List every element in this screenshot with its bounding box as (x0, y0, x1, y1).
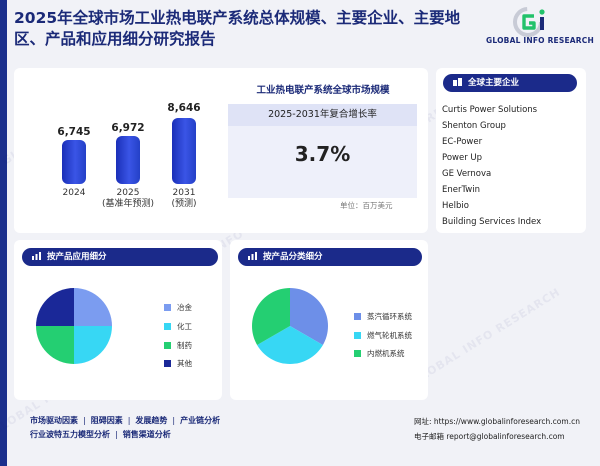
company-item: Building Services Index (442, 217, 542, 227)
legend-label: 化工 (177, 322, 192, 331)
legend-swatch (164, 342, 171, 349)
footer-link[interactable]: 产业链分析 (180, 416, 221, 425)
company-logo: GLOBAL INFO RESEARCH (484, 6, 596, 50)
company-item: Curtis Power Solutions (442, 105, 538, 115)
website-label: 网址 (414, 417, 429, 426)
company-item: Shenton Group (442, 121, 506, 131)
pie-slice-ice (252, 288, 290, 345)
website-link[interactable]: https://www.globalinforesearch.com.cn (433, 417, 580, 426)
product-pie-chart (252, 288, 328, 364)
chart-icon (248, 249, 257, 260)
legend-swatch (164, 323, 171, 330)
website-line: 网址: https://www.globalinforesearch.com.c… (414, 417, 580, 426)
footer-link[interactable]: 行业波特五力模型分析 (30, 430, 110, 439)
legend-swatch (164, 360, 171, 367)
company-item: EnerTwin (442, 185, 480, 195)
cagr-box: 2025-2031年复合增长率 3.7% (228, 104, 417, 198)
pie-slice-gas-turbine (257, 326, 323, 364)
company-item: EC-Power (442, 137, 483, 147)
legend-label: 制药 (177, 341, 192, 350)
pie-slice-pharma (36, 326, 74, 364)
building-icon (453, 75, 462, 86)
company-item: GE Vernova (442, 169, 492, 179)
application-pie-chart (36, 288, 112, 364)
unit-label: 单位：百万美元 (340, 201, 393, 210)
bar-2025 (116, 136, 140, 184)
legend-swatch (354, 332, 361, 339)
chart-icon (32, 249, 41, 260)
left-accent-strip (0, 0, 7, 466)
market-bar-chart: 6,745 2024 6,972 2025 (基准年预测) 8,646 2031… (14, 78, 214, 218)
bar-value: 6,745 (57, 126, 91, 138)
email-link[interactable]: report@globalinforesearch.com (446, 432, 565, 441)
company-item: Power Up (442, 153, 483, 163)
report-title: 2025年全球市场工业热电联产系统总体规模、主要企业、主要地区、产品和应用细分研… (14, 9, 461, 48)
bar-value: 8,646 (167, 102, 201, 114)
footer-link[interactable]: 发展趋势 (135, 416, 168, 425)
legend-label: 蒸汽循环系统 (367, 312, 412, 321)
application-title: 按产品应用细分 (47, 252, 107, 262)
bar-year: 2024 (62, 188, 86, 198)
email-line: 电子邮箱 report@globalinforesearch.com (414, 431, 565, 442)
bar-2024 (62, 140, 86, 184)
footer-links: 市场驱动因素 | 阻碍因素 | 发展趋势 | 产业链分析 行业波特五力模型分析 | 销售渠道分析 (30, 414, 220, 442)
application-title-pill: 按产品应用细分 (22, 248, 218, 266)
legend-swatch (354, 313, 361, 320)
pie-slice-other (36, 288, 74, 326)
bar-year-note: (预测) (171, 199, 197, 209)
companies-card (436, 68, 586, 233)
report-header: 2025年全球市场工业热电联产系统总体规模、主要企业、主要地区、产品和应用细分研… (14, 8, 474, 50)
legend-label: 冶金 (177, 303, 192, 312)
product-title-pill: 按产品分类细分 (238, 248, 422, 266)
pie-slice-steam-cycle (290, 288, 328, 345)
bar-year-note: (基准年预测) (101, 199, 155, 209)
product-title: 按产品分类细分 (263, 252, 323, 262)
legend-label: 燃气轮机系统 (367, 331, 412, 340)
footer-link[interactable]: 阻碍因素 (90, 416, 123, 425)
company-item: Helbio (442, 201, 469, 211)
bar-2031 (172, 118, 196, 184)
pie-slice-metallurgy (74, 288, 112, 326)
bar-value: 6,972 (111, 122, 145, 134)
legend-swatch (164, 304, 171, 311)
cagr-value: 3.7% (294, 142, 351, 166)
watermark-text: GLOBAL INFO RESEARCH (409, 285, 563, 388)
legend-label: 其他 (177, 359, 192, 368)
email-label: 电子邮箱 (414, 432, 444, 441)
pie-slice-chemical (74, 326, 112, 364)
logo-text: GLOBAL INFO RESEARCH (486, 36, 594, 45)
companies-title-pill: 全球主要企业 (443, 74, 577, 92)
market-size-title: 工业热电联产系统全球市场规模 (256, 85, 390, 96)
legend-swatch (354, 350, 361, 357)
footer-links-row-2: 行业波特五力模型分析 | 销售渠道分析 (30, 430, 171, 439)
gi-logo-icon (513, 7, 545, 37)
footer-links-row-1: 市场驱动因素 | 阻碍因素 | 发展趋势 | 产业链分析 (30, 416, 221, 425)
bar-year: 2031 (172, 188, 196, 198)
cagr-label: 2025-2031年复合增长率 (228, 104, 417, 126)
footer-link[interactable]: 市场驱动因素 (30, 416, 78, 425)
legend-label: 内燃机系统 (367, 349, 405, 358)
companies-title: 全球主要企业 (468, 78, 520, 88)
bar-year: 2025 (116, 188, 140, 198)
footer-link[interactable]: 销售渠道分析 (122, 430, 171, 439)
